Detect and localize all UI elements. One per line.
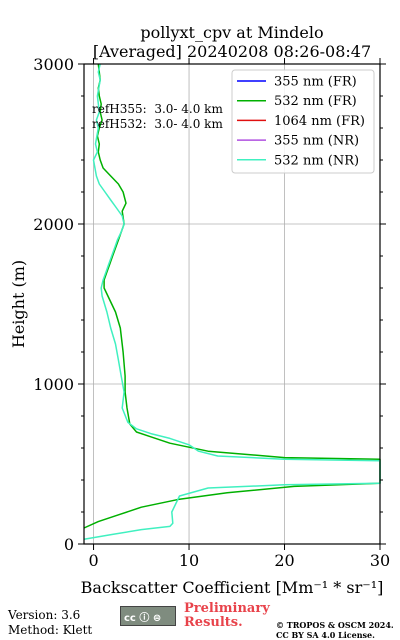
method-text: Method: Klett <box>8 623 93 637</box>
x-tick-label: 30 <box>370 551 390 570</box>
preliminary-notice: Preliminary Results. <box>184 602 270 630</box>
copyright-line-1: © TROPOS & OSCM 2024. <box>276 620 394 630</box>
y-tick-label: 0 <box>64 535 74 554</box>
x-tick-label: 0 <box>88 551 98 570</box>
x-axis-label: Backscatter Coefficient [Mm⁻¹ * sr⁻¹] <box>81 578 384 597</box>
x-tick-label: 10 <box>179 551 199 570</box>
y-tick-label: 1000 <box>33 375 74 394</box>
chart-subtitle: [Averaged] 20240208 08:26-08:47 <box>93 42 371 61</box>
legend-box <box>231 69 375 174</box>
preliminary-line-2: Results. <box>184 615 243 630</box>
version-info: Version: 3.6 Method: Klett <box>8 608 92 638</box>
legend-label: 532 nm (NR) <box>274 153 359 168</box>
legend-label: 355 nm (FR) <box>274 75 357 90</box>
legend-label: 355 nm (NR) <box>274 134 359 149</box>
preliminary-line-1: Preliminary <box>184 601 270 616</box>
cc-logo-text: cc ⓘ ⊜ <box>124 613 162 624</box>
cc-by-sa-logo: cc ⓘ ⊜ <box>120 606 176 626</box>
y-tick-label: 2000 <box>33 215 74 234</box>
x-axis-label-text: Backscatter Coefficient [Mm⁻¹ * sr⁻¹] <box>81 578 384 597</box>
legend: 355 nm (FR) 532 nm (FR) 1064 nm (FR) 355 nm… <box>231 69 375 174</box>
backscatter-profile-chart: pollyxt_cpv at Mindelo [Averaged] 202402… <box>9 23 390 597</box>
x-tick-label: 20 <box>274 551 294 570</box>
ref-height-532: refH532: 3.0- 4.0 km <box>92 117 223 131</box>
copyright-notice: © TROPOS & OSCM 2024. CC BY SA 4.0 Licen… <box>276 620 394 640</box>
plot-frame <box>83 63 381 545</box>
version-text: Version: 3.6 <box>8 608 81 622</box>
y-tick-label: 3000 <box>33 55 74 74</box>
axis-ticks: 0 10 20 30 0 1000 2000 3000 <box>33 55 390 570</box>
legend-label: 1064 nm (FR) <box>274 114 365 129</box>
y-axis-label: Height (m) <box>9 260 28 348</box>
copyright-line-2: CC BY SA 4.0 License. <box>276 630 375 640</box>
ref-height-355: refH355: 3.0- 4.0 km <box>92 102 223 116</box>
legend-label: 532 nm (FR) <box>274 94 357 109</box>
chart-title: pollyxt_cpv at Mindelo <box>140 23 323 42</box>
series-line-532-nm-nr <box>83 63 381 540</box>
